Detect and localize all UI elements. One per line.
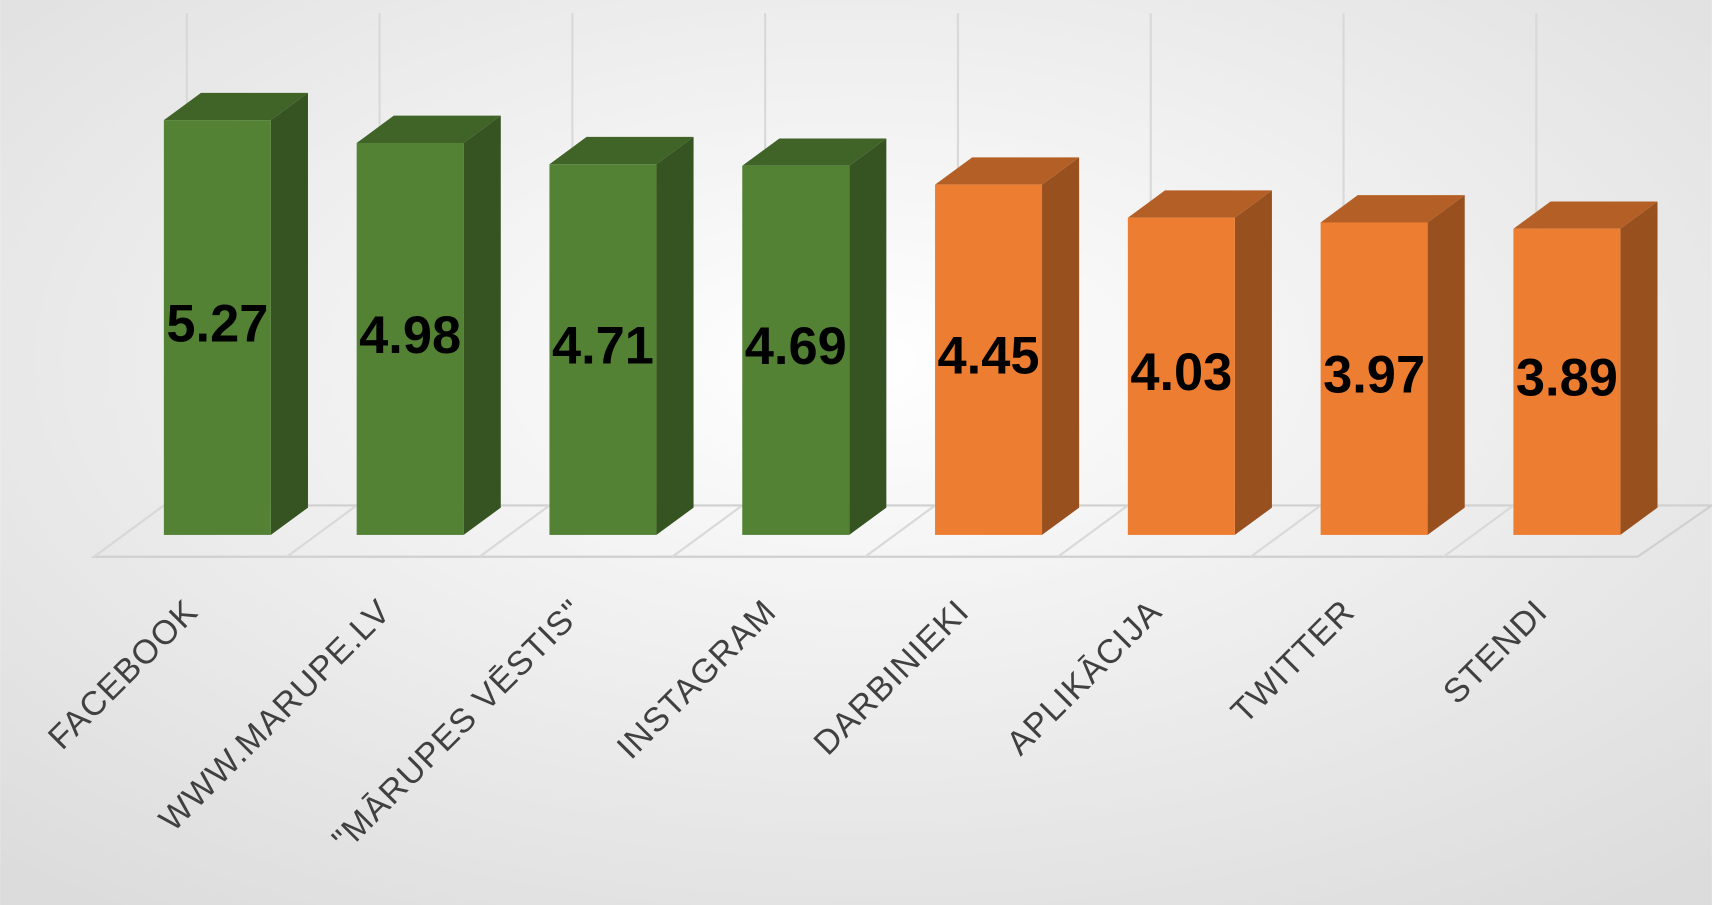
floor-line	[1250, 504, 1322, 558]
bar	[549, 164, 657, 535]
value-label: 3.89	[1516, 350, 1618, 408]
bar-side	[1620, 201, 1658, 535]
bar-side	[463, 115, 501, 535]
value-label: 3.97	[1323, 347, 1425, 405]
bar	[742, 165, 850, 535]
bar-side	[1427, 195, 1465, 535]
bar	[1127, 217, 1235, 535]
floor-line	[1057, 504, 1129, 558]
value-label: 4.98	[359, 307, 461, 365]
floor-line	[478, 504, 551, 558]
bar-top	[163, 92, 308, 121]
floor-line	[1442, 504, 1515, 558]
bar-side	[1042, 157, 1080, 535]
floor-line	[93, 504, 165, 558]
bar-top	[549, 136, 694, 165]
bar-top	[742, 138, 887, 166]
bar	[163, 120, 271, 535]
bar-top	[1320, 195, 1465, 223]
floor-line	[864, 504, 936, 558]
bar	[935, 184, 1043, 535]
value-label: 4.69	[745, 318, 847, 376]
bar-side	[270, 92, 308, 535]
value-label: 4.71	[552, 317, 654, 375]
bar-top	[1127, 190, 1272, 218]
bar	[1513, 228, 1621, 535]
bar-top	[1513, 201, 1658, 229]
value-label: 4.45	[938, 328, 1040, 386]
floor-line	[671, 504, 743, 558]
bar	[1320, 222, 1428, 535]
bar-top	[935, 157, 1080, 185]
bar-side	[849, 138, 887, 535]
bar	[356, 142, 464, 535]
value-label: 4.03	[1130, 344, 1232, 402]
bar-top	[356, 115, 501, 143]
bar-side	[656, 136, 694, 535]
value-label: 5.27	[166, 295, 268, 353]
bar-side	[1234, 190, 1272, 535]
floor-line	[286, 504, 358, 558]
